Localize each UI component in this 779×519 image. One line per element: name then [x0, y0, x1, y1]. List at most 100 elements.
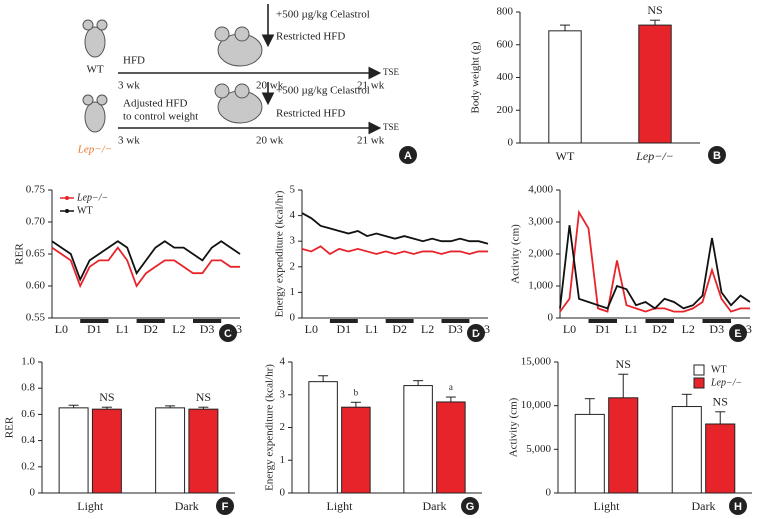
y-tick-label: 1 [280, 454, 286, 466]
y-tick-label: 10,000 [521, 399, 552, 411]
y-tick-label: 0.65 [26, 248, 46, 260]
dark-period [645, 319, 674, 323]
y-axis-label: Energy expenditure (kcal/hr) [274, 190, 286, 317]
y-tick-label: 3 [290, 235, 296, 247]
mouse-icon [214, 83, 263, 124]
bar [671, 406, 702, 494]
legend-label: WT [77, 205, 93, 216]
mouse-icon [82, 19, 108, 58]
panel-badge [216, 497, 234, 515]
y-tick-label: 5 [290, 184, 296, 196]
x-tick-label: L2 [682, 322, 695, 336]
y-tick-label: 600 [497, 38, 514, 50]
dark-period [80, 319, 109, 323]
legend-label: WT [711, 364, 727, 375]
time-label: 20 wk [256, 135, 284, 147]
annotation: NS [713, 395, 728, 409]
bar [574, 413, 605, 494]
time-label: 20 wk [256, 80, 284, 92]
y-tick-label: 0.4 [21, 434, 35, 446]
bar [308, 381, 338, 494]
group-label: WT [86, 64, 103, 76]
annotation: b [354, 387, 359, 397]
x-tick-label: L0 [55, 322, 68, 336]
x-tick-label: D3 [448, 322, 463, 336]
dark-period [702, 319, 731, 323]
panel-letter: G [466, 501, 475, 513]
bar [341, 406, 371, 494]
series-line [51, 240, 241, 282]
y-tick-label: 1,000 [528, 280, 553, 292]
y-axis-label: Activity (cm) [510, 224, 522, 284]
panel-badge [399, 146, 417, 164]
y-tick-label: 0 [548, 312, 554, 324]
dark-period [136, 319, 165, 323]
y-tick-label: 2 [290, 260, 296, 272]
legend-marker [65, 209, 69, 213]
y-tick-label: 15,000 [521, 356, 552, 368]
y-tick-label: 0 [280, 487, 286, 499]
annotation: NS [196, 390, 211, 404]
x-tick-label: D1 [337, 322, 352, 336]
dark-period [385, 319, 414, 323]
bar [548, 30, 582, 144]
panel-a-diagram: WT HFD 3 wk +500 µg/kg Celastrol Restric… [77, 4, 417, 164]
time-label: 3 wk [118, 135, 140, 147]
bar [403, 385, 433, 494]
x-tick-label: L0 [563, 322, 576, 336]
y-tick-label: 800 [497, 6, 514, 18]
time-label: 3 wk [118, 80, 140, 92]
x-tick-label: Lep−/− [635, 149, 674, 163]
panel-letter: E [734, 328, 741, 340]
series-line [301, 212, 489, 245]
y-tick-label: 4 [280, 356, 286, 368]
x-tick-label: Dark [423, 499, 447, 513]
panel-letter: F [222, 501, 229, 513]
bar [155, 407, 186, 494]
y-tick-label: 0.60 [26, 280, 46, 292]
diet: Adjusted HFD [123, 98, 188, 110]
y-tick-label: 0 [508, 137, 514, 149]
y-tick-label: 0 [546, 487, 552, 499]
x-tick-label: D1 [87, 322, 102, 336]
x-tick-label: D1 [595, 322, 610, 336]
y-axis-label: RER [14, 243, 26, 265]
test-label: TSE [383, 67, 400, 77]
dark-period [588, 319, 617, 323]
panel-badge [461, 497, 479, 515]
y-tick-label: 4 [290, 209, 296, 221]
panel-letter: C [224, 328, 232, 340]
dark-period [329, 319, 358, 323]
bar [705, 423, 736, 494]
y-tick-label: 400 [497, 71, 514, 83]
y-tick-label: 0 [290, 312, 296, 324]
x-tick-label: L0 [305, 322, 318, 336]
y-axis-label: Activity (cm) [508, 397, 520, 457]
series-line [51, 246, 240, 289]
y-tick-label: 1 [290, 286, 296, 298]
y-tick-label: 2,000 [528, 248, 553, 260]
y-axis-label: Body weight (g) [470, 41, 482, 113]
restricted-diet: Restricted HFD [276, 108, 345, 120]
y-tick-label: 1.0 [21, 356, 35, 368]
annotation: NS [647, 3, 662, 17]
x-tick-label: L2 [421, 322, 434, 336]
group-label: Lep−/− [77, 144, 112, 156]
x-tick-label: D2 [652, 322, 667, 336]
restricted-diet: Restricted HFD [276, 31, 345, 43]
bar [638, 24, 672, 144]
bar [188, 408, 219, 494]
y-tick-label: 4,000 [528, 184, 553, 196]
x-tick-label: L3 [739, 322, 752, 336]
annotation: NS [99, 390, 114, 404]
legend-marker [65, 196, 69, 200]
x-tick-label: D2 [392, 322, 407, 336]
x-tick-label: Dark [175, 499, 199, 513]
series-line [559, 209, 750, 313]
mouse-icon [214, 26, 263, 67]
y-tick-label: 5,000 [526, 443, 551, 455]
x-tick-label: L3 [229, 322, 242, 336]
time-label: 21 wk [357, 80, 385, 92]
diet: HFD [123, 55, 145, 67]
